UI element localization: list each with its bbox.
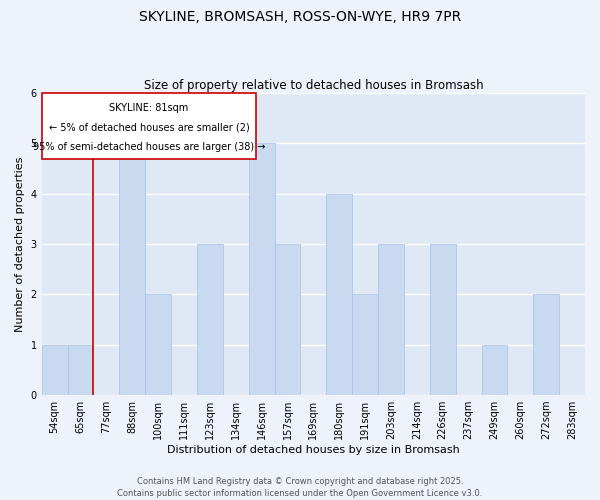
Bar [41, 345, 68, 395]
Y-axis label: Number of detached properties: Number of detached properties [15, 156, 25, 332]
Bar [533, 294, 559, 395]
Bar [248, 144, 275, 395]
Bar [145, 294, 171, 395]
Bar [378, 244, 404, 395]
Text: SKYLINE, BROMSASH, ROSS-ON-WYE, HR9 7PR: SKYLINE, BROMSASH, ROSS-ON-WYE, HR9 7PR [139, 10, 461, 24]
Text: ← 5% of detached houses are smaller (2): ← 5% of detached houses are smaller (2) [49, 122, 250, 132]
Bar [197, 244, 223, 395]
Bar [482, 345, 508, 395]
Text: Contains HM Land Registry data © Crown copyright and database right 2025.
Contai: Contains HM Land Registry data © Crown c… [118, 476, 482, 498]
FancyBboxPatch shape [41, 93, 256, 158]
Bar [275, 244, 301, 395]
Bar [68, 345, 94, 395]
Title: Size of property relative to detached houses in Bromsash: Size of property relative to detached ho… [143, 79, 483, 92]
Bar [326, 194, 352, 395]
X-axis label: Distribution of detached houses by size in Bromsash: Distribution of detached houses by size … [167, 445, 460, 455]
Text: 95% of semi-detached houses are larger (38) →: 95% of semi-detached houses are larger (… [33, 142, 265, 152]
Text: SKYLINE: 81sqm: SKYLINE: 81sqm [109, 102, 188, 113]
Bar [119, 144, 145, 395]
Bar [430, 244, 455, 395]
Bar [352, 294, 378, 395]
